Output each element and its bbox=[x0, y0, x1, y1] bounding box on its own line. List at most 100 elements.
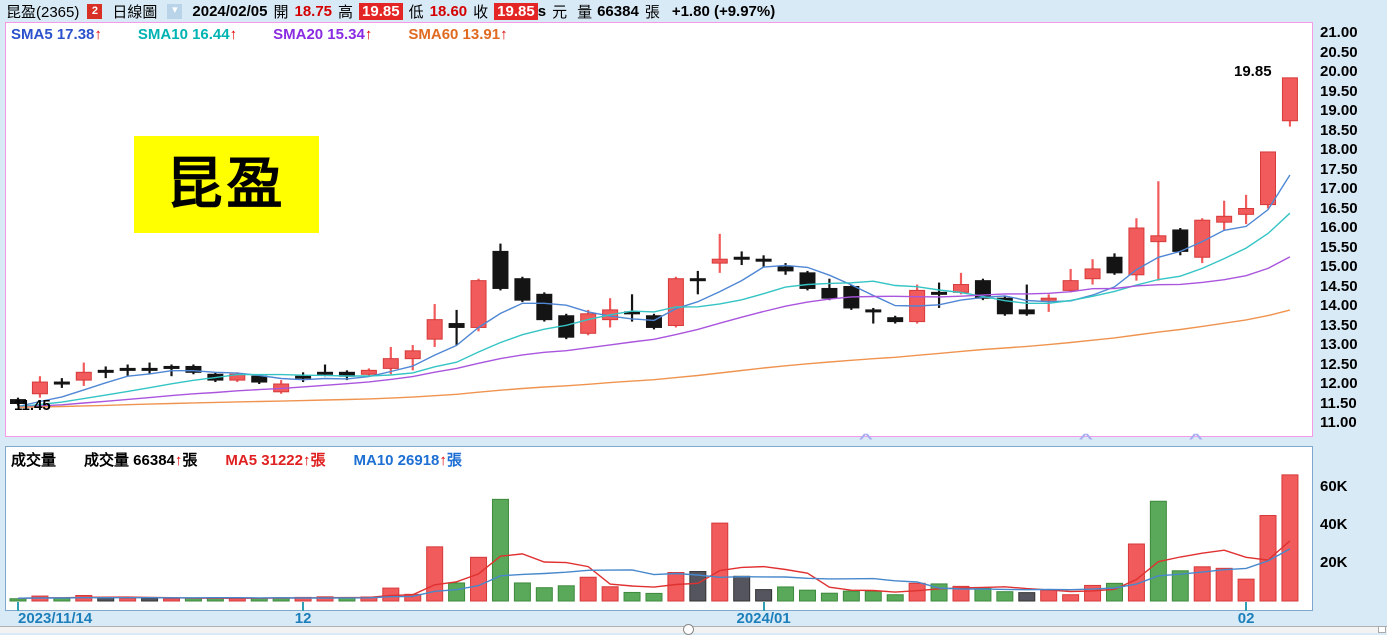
volume-ma10-line bbox=[17, 548, 1291, 599]
header-bar: 昆盈(2365) 2 日線圖 ▾ 2024/02/05 開 18.75 高 19… bbox=[0, 0, 1387, 22]
candlestick-chart[interactable] bbox=[6, 23, 1312, 436]
volume-bar bbox=[579, 576, 597, 602]
volume-bar bbox=[1281, 474, 1299, 602]
price-axis-label: 13.50 bbox=[1320, 316, 1358, 334]
open-value: 18.75 bbox=[294, 2, 333, 20]
volume-bar bbox=[689, 571, 707, 602]
volume-bar bbox=[535, 587, 553, 602]
candle-body bbox=[1128, 227, 1145, 276]
price-axis-label: 12.00 bbox=[1320, 375, 1358, 392]
price-axis-label: 18.50 bbox=[1320, 121, 1358, 139]
alert-badge[interactable]: 2 bbox=[87, 3, 103, 19]
sma-legend-sma20: SMA20 15.34↑ bbox=[273, 26, 373, 43]
stock-name-watermark: 昆盈 bbox=[134, 136, 319, 233]
candle-body bbox=[1281, 77, 1298, 122]
volume-bar bbox=[842, 590, 860, 602]
scrollbar-end-cap[interactable] bbox=[1378, 626, 1386, 633]
candle-body bbox=[1260, 151, 1277, 206]
volume-pane-title: 成交量 bbox=[11, 452, 57, 469]
horizontal-scrollbar[interactable] bbox=[0, 624, 1387, 635]
volume-pane: 成交量 成交量 66384↑張 MA5 31222↑張 MA10 26918↑張 bbox=[5, 446, 1313, 611]
volume-bar bbox=[448, 582, 466, 602]
price-axis-label: 11.00 bbox=[1320, 414, 1357, 431]
sma-legend-sma60: SMA60 13.91↑ bbox=[408, 26, 508, 43]
volume-bar bbox=[1040, 589, 1058, 602]
signal-caret-marker: ^ bbox=[1188, 431, 1204, 446]
price-axis-label: 19.50 bbox=[1320, 82, 1358, 100]
volume-bar bbox=[316, 596, 334, 602]
signal-caret-marker: ^ bbox=[1078, 431, 1094, 446]
chevron-down-icon[interactable]: ▾ bbox=[167, 3, 183, 19]
volume-bar bbox=[426, 546, 444, 602]
close-value: 19.85 bbox=[494, 2, 538, 20]
price-axis-label: 14.00 bbox=[1320, 297, 1358, 314]
volume-bar bbox=[513, 582, 531, 602]
volume-bar bbox=[9, 598, 27, 602]
price-axis-label: 13.00 bbox=[1320, 336, 1358, 353]
candle-body bbox=[295, 375, 312, 379]
x-axis-tick bbox=[762, 602, 765, 611]
x-axis-tick bbox=[17, 602, 19, 611]
s-flag: s bbox=[537, 2, 547, 20]
candle-body bbox=[31, 381, 48, 395]
candle-body bbox=[580, 313, 597, 334]
candle-body bbox=[536, 293, 553, 321]
candle-body bbox=[777, 266, 794, 272]
volume-indicator-row: 成交量 成交量 66384↑張 MA5 31222↑張 MA10 26918↑張 bbox=[11, 449, 490, 470]
volume-bar bbox=[163, 598, 181, 602]
price-axis-label: 20.50 bbox=[1320, 43, 1358, 61]
x-axis-label: 12 bbox=[294, 610, 312, 627]
candle-body bbox=[1238, 208, 1255, 215]
volume-bar bbox=[1171, 570, 1189, 602]
close-label: 收 bbox=[473, 3, 489, 21]
candle-body bbox=[185, 365, 202, 373]
volume-chart[interactable] bbox=[6, 447, 1312, 610]
first-low-label: 11.45 bbox=[14, 397, 51, 414]
scrollbar-handle[interactable] bbox=[683, 624, 694, 635]
candle-body bbox=[163, 365, 180, 369]
price-axis-label: 20.00 bbox=[1320, 63, 1358, 80]
stock-title: 昆盈(2365) bbox=[6, 3, 80, 21]
signal-caret-marker: ^ bbox=[858, 431, 874, 446]
candle-body bbox=[141, 367, 158, 371]
candle-body bbox=[53, 381, 70, 385]
volume-bar bbox=[119, 597, 137, 602]
candle-body bbox=[799, 272, 816, 289]
candle-body bbox=[426, 319, 443, 340]
sma-indicator-row: SMA5 17.38↑ SMA10 16.44↑ SMA20 15.34↑ SMA60… bbox=[11, 26, 544, 43]
candle-body bbox=[514, 278, 531, 301]
up-arrow-icon: ↑ bbox=[439, 452, 447, 469]
candle-body bbox=[119, 367, 136, 371]
candle-body bbox=[1040, 297, 1057, 301]
candle-body bbox=[404, 350, 421, 360]
last-high-label: 19.85 bbox=[1234, 63, 1272, 80]
volume-bar bbox=[996, 591, 1014, 602]
low-label: 低 bbox=[408, 3, 424, 21]
price-axis-label: 21.00 bbox=[1320, 24, 1358, 41]
candle-body bbox=[360, 369, 377, 375]
x-axis-label: 2023/11/14 bbox=[18, 610, 93, 627]
volume-bar bbox=[974, 587, 992, 602]
price-axis-label: 16.50 bbox=[1320, 199, 1358, 217]
price-axis-label: 18.00 bbox=[1320, 141, 1358, 158]
volume-bar bbox=[1018, 592, 1036, 602]
volume-bar bbox=[777, 586, 795, 602]
volume-unit: 張 bbox=[644, 3, 660, 21]
volume-bar bbox=[645, 592, 663, 602]
candle-body bbox=[821, 287, 838, 299]
volume-bar bbox=[1127, 543, 1145, 602]
volume-value-group: 成交量 66384↑張 bbox=[84, 452, 198, 469]
price-axis-label: 17.00 bbox=[1320, 180, 1358, 197]
candle-body bbox=[1018, 309, 1035, 315]
sma-legend-sma5: SMA5 17.38↑ bbox=[11, 26, 102, 43]
price-axis-label: 16.00 bbox=[1320, 219, 1358, 236]
candle-body bbox=[1084, 268, 1101, 280]
volume-bar bbox=[1084, 584, 1102, 602]
x-axis-label: 2024/01 bbox=[736, 610, 791, 627]
volume-axis-label: 20K bbox=[1320, 554, 1348, 571]
candle-body bbox=[931, 291, 948, 295]
price-axis-label: 14.50 bbox=[1320, 277, 1358, 295]
volume-axis-label: 40K bbox=[1320, 516, 1348, 533]
period-label[interactable]: 日線圖 bbox=[112, 3, 158, 21]
candle-body bbox=[1194, 219, 1211, 258]
